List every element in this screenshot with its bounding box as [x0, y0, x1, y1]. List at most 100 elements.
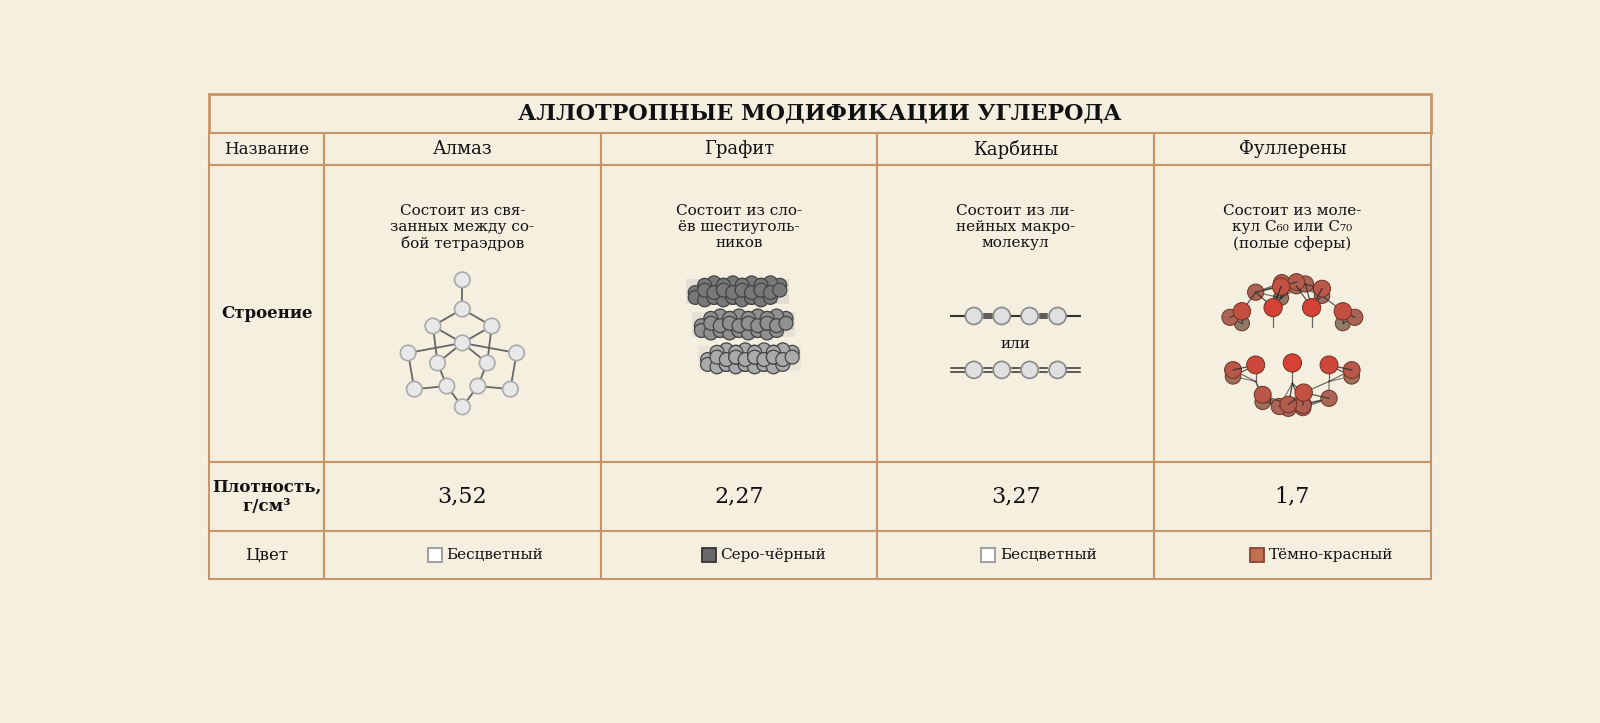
Circle shape: [770, 319, 784, 333]
Circle shape: [760, 312, 774, 325]
Bar: [210, 531, 323, 579]
Circle shape: [736, 293, 749, 307]
Circle shape: [738, 357, 752, 372]
Circle shape: [720, 357, 733, 372]
Circle shape: [1274, 275, 1290, 291]
Circle shape: [747, 350, 762, 364]
Circle shape: [1304, 320, 1318, 334]
Circle shape: [1334, 303, 1352, 320]
Circle shape: [1234, 316, 1250, 331]
Circle shape: [763, 286, 778, 299]
Circle shape: [744, 291, 758, 304]
Circle shape: [710, 350, 723, 364]
Circle shape: [454, 335, 470, 351]
Circle shape: [760, 326, 774, 340]
Text: Состоит из ли-
нейных макро-
молекул: Состоит из ли- нейных макро- молекул: [957, 204, 1075, 250]
Circle shape: [736, 283, 749, 297]
Circle shape: [736, 283, 749, 297]
Circle shape: [741, 312, 755, 325]
Circle shape: [776, 353, 790, 367]
Text: Плотность,
г/см³: Плотность, г/см³: [211, 478, 322, 515]
Bar: [600, 531, 877, 579]
Circle shape: [1344, 362, 1360, 378]
Bar: [693, 312, 795, 337]
Circle shape: [454, 272, 470, 288]
Bar: [600, 166, 877, 462]
Bar: [877, 462, 1154, 531]
Text: Цвет: Цвет: [245, 547, 288, 563]
Circle shape: [747, 350, 762, 364]
Circle shape: [454, 301, 470, 317]
Circle shape: [710, 346, 723, 359]
Circle shape: [760, 317, 774, 330]
Circle shape: [763, 276, 778, 290]
Circle shape: [688, 286, 702, 299]
Circle shape: [741, 317, 755, 330]
Circle shape: [750, 319, 765, 333]
Circle shape: [714, 319, 726, 333]
Circle shape: [502, 382, 518, 397]
Bar: [323, 462, 600, 531]
Circle shape: [726, 291, 739, 304]
Circle shape: [766, 350, 781, 364]
Circle shape: [776, 353, 790, 367]
Text: Тёмно-красный: Тёмно-красный: [1269, 548, 1394, 562]
Circle shape: [1344, 369, 1360, 384]
Text: 1,7: 1,7: [1275, 485, 1310, 508]
Bar: [600, 133, 877, 166]
Circle shape: [1272, 278, 1290, 295]
Circle shape: [714, 319, 726, 333]
Circle shape: [1280, 401, 1296, 416]
Bar: [686, 279, 789, 304]
Circle shape: [1320, 356, 1338, 374]
Circle shape: [730, 360, 742, 374]
Circle shape: [730, 346, 742, 359]
Circle shape: [744, 286, 758, 299]
Circle shape: [1283, 354, 1301, 372]
Circle shape: [714, 309, 726, 323]
Circle shape: [744, 286, 758, 299]
Text: Состоит из моле-
кул С₆₀ или С₇₀
(полые сферы): Состоит из моле- кул С₆₀ или С₇₀ (полые …: [1222, 204, 1362, 252]
Circle shape: [688, 291, 702, 304]
Circle shape: [766, 350, 781, 364]
Circle shape: [738, 357, 752, 372]
Circle shape: [1246, 356, 1264, 374]
Circle shape: [730, 350, 742, 364]
Circle shape: [406, 382, 422, 397]
Text: 3,52: 3,52: [437, 485, 486, 508]
Circle shape: [776, 343, 790, 356]
Circle shape: [1254, 386, 1272, 403]
Bar: [323, 531, 600, 579]
Circle shape: [1224, 362, 1242, 378]
Circle shape: [736, 283, 749, 297]
Bar: [323, 166, 600, 462]
Circle shape: [723, 326, 736, 340]
Circle shape: [770, 309, 784, 323]
Circle shape: [726, 276, 739, 290]
Circle shape: [707, 276, 722, 290]
Circle shape: [776, 357, 790, 372]
Circle shape: [779, 312, 794, 325]
Circle shape: [736, 278, 749, 292]
Circle shape: [726, 291, 739, 304]
Circle shape: [744, 291, 758, 304]
Circle shape: [744, 286, 758, 299]
Circle shape: [770, 324, 784, 338]
Circle shape: [698, 283, 712, 297]
Circle shape: [738, 343, 752, 356]
Circle shape: [1222, 309, 1238, 325]
Bar: [210, 133, 323, 166]
Circle shape: [1294, 384, 1312, 401]
Circle shape: [766, 360, 781, 374]
Circle shape: [757, 353, 771, 367]
Circle shape: [750, 319, 765, 333]
Circle shape: [701, 353, 715, 367]
Circle shape: [733, 324, 746, 338]
Text: Графит: Графит: [704, 140, 774, 158]
Circle shape: [694, 319, 709, 333]
Circle shape: [1288, 273, 1304, 290]
Circle shape: [726, 286, 739, 299]
Circle shape: [717, 283, 730, 297]
Circle shape: [509, 346, 525, 361]
Circle shape: [1302, 299, 1320, 317]
